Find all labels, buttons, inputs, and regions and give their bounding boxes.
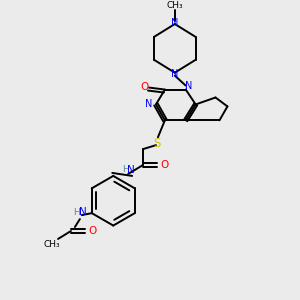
Text: N: N — [145, 99, 153, 110]
Text: CH₃: CH₃ — [44, 240, 60, 249]
Text: S: S — [153, 137, 161, 150]
Text: N: N — [79, 207, 87, 217]
Text: CH₃: CH₃ — [167, 1, 183, 10]
Text: O: O — [88, 226, 97, 236]
Text: O: O — [161, 160, 169, 170]
Text: N: N — [171, 18, 178, 28]
Text: H: H — [74, 208, 80, 217]
Text: O: O — [140, 82, 148, 92]
Text: N: N — [171, 69, 178, 79]
Text: H: H — [122, 166, 129, 175]
Text: N: N — [185, 81, 192, 91]
Text: N: N — [127, 165, 135, 175]
